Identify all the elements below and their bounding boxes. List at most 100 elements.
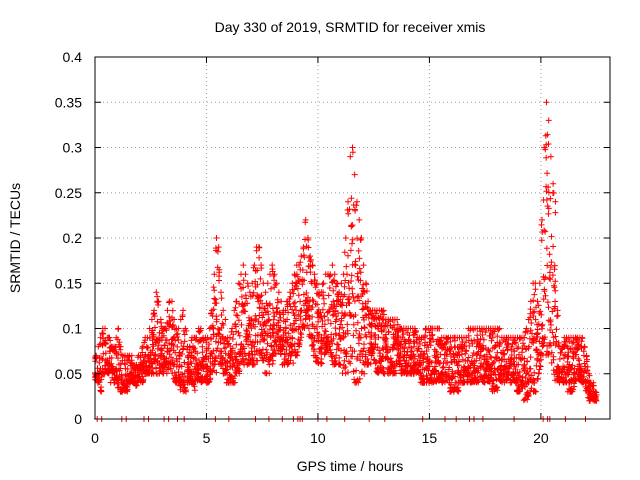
data-point [551,262,558,269]
data-point [544,299,551,306]
data-point [112,344,119,351]
data-point [415,345,422,352]
data-point [192,355,199,362]
data-point [154,318,161,325]
data-point [422,333,428,340]
data-point [442,341,449,347]
data-point [302,216,309,223]
data-point [408,348,415,355]
data-point [328,337,335,344]
data-point [291,320,298,327]
data-point [320,295,327,302]
data-point [308,332,315,339]
x-tick-label: 20 [533,430,549,446]
data-point [545,117,552,124]
data-point [271,271,278,278]
data-point [167,365,174,372]
data-point [538,237,545,244]
data-point [170,342,177,349]
data-point [304,235,311,241]
data-point [293,279,299,286]
data-point [277,314,284,321]
data-point [534,375,541,382]
data-point [183,388,189,395]
data-point [250,321,257,328]
data-point [338,347,344,354]
data-point [578,365,584,372]
data-point [188,337,195,344]
data-point [349,222,356,229]
data-point [163,355,170,362]
data-point [236,281,243,288]
data-point [550,243,557,250]
data-point [163,370,170,377]
data-point [356,330,363,337]
data-point [179,351,185,357]
data-point [220,321,227,328]
data-point [419,378,426,385]
data-point [297,298,304,305]
data-point [420,373,427,380]
data-point [347,247,354,254]
data-point [309,296,316,303]
data-point [217,348,224,355]
data-point [349,290,356,297]
data-point [365,298,372,305]
y-tick-label: 0.3 [63,140,83,156]
data-point [304,322,311,329]
data-point [331,271,338,278]
data-point [397,350,404,356]
data-point [326,343,333,350]
data-point [352,312,359,318]
data-point [212,355,219,362]
data-point [327,320,334,327]
data-point [145,363,152,370]
data-point [540,339,547,346]
data-point [150,333,157,340]
x-tick-label: 15 [422,430,438,446]
data-point [224,376,231,383]
data-point [210,284,217,291]
data-point [282,329,289,336]
y-tick-label: 0 [74,411,82,427]
data-point [145,344,151,351]
data-point [519,349,525,356]
data-point [329,340,336,347]
data-point [516,386,523,393]
data-point [455,358,462,365]
data-point [530,309,536,316]
data-point [387,355,394,362]
data-point [166,313,173,320]
data-point [436,325,443,332]
data-point [343,350,350,357]
data-point [225,340,232,347]
data-point [240,284,247,291]
data-point [236,332,243,339]
data-point [153,365,159,372]
data-point [536,366,543,373]
data-point [319,306,326,313]
data-point [226,334,233,341]
data-point [360,348,366,355]
data-point [98,355,105,362]
data-point [547,264,554,271]
data-point [338,317,345,324]
data-point [548,349,555,356]
data-point [516,369,523,375]
data-point [552,209,559,216]
data-point [535,370,542,377]
data-point [229,325,236,332]
data-point [168,298,175,305]
data-point [399,345,406,352]
data-point [247,338,254,345]
data-point [232,369,239,376]
data-point [495,326,502,333]
data-point [297,259,304,266]
data-point [240,277,247,284]
data-point [174,343,181,350]
data-point [400,331,407,338]
data-point [482,329,489,336]
data-point [485,347,492,354]
data-point [273,304,280,311]
